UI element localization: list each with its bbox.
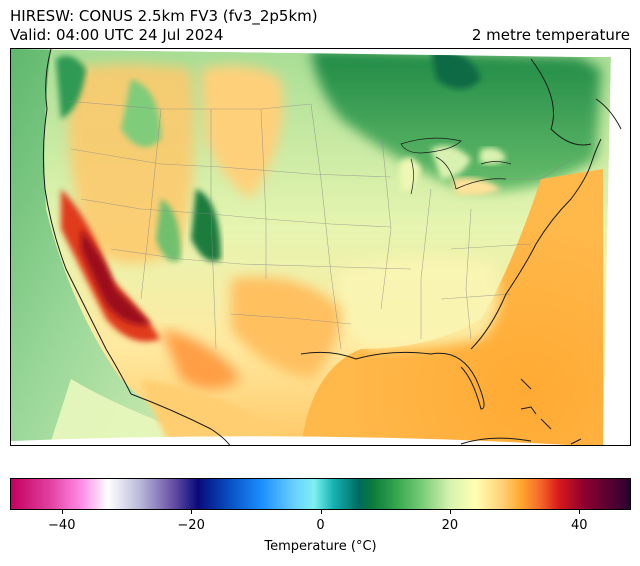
pacific-ocean: [11, 49, 211, 441]
desert-southwest-hot-spot: [61, 189, 161, 342]
atlantic-gulf-warm-zone: [301, 169, 603, 445]
field-name: 2 metre temperature: [471, 26, 630, 44]
map-canvas: [11, 49, 630, 445]
colorbar-tick-label: 20: [441, 518, 459, 533]
temperature-map: [10, 48, 631, 446]
colorbar-tick-label: 0: [316, 518, 325, 533]
colorbar-tick: [191, 510, 193, 514]
colorbar-tick-label: −40: [48, 518, 76, 533]
valid-time: Valid: 04:00 UTC 24 Jul 2024: [10, 26, 224, 44]
colorbar-tick: [449, 510, 451, 514]
colorbar-tick-label: −20: [177, 518, 205, 533]
colorbar-label: Temperature (°C): [264, 539, 377, 554]
colorbar: [10, 478, 631, 510]
northern-cool-zone: [311, 49, 601, 191]
caribbean-islands: [460, 378, 582, 445]
colorbar-tick: [579, 510, 581, 514]
colorbar-tick: [320, 510, 322, 514]
great-lakes: [400, 137, 512, 195]
coastlines: [42, 49, 622, 445]
state-borders: [65, 100, 572, 350]
colorbar-ticks: −40 −20 0 20 40: [10, 510, 631, 540]
colorbar-tick-label: 40: [570, 518, 588, 533]
colorbar-tick: [61, 510, 63, 514]
map-title: HIRESW: CONUS 2.5km FV3 (fv3_2p5km): [10, 7, 318, 25]
